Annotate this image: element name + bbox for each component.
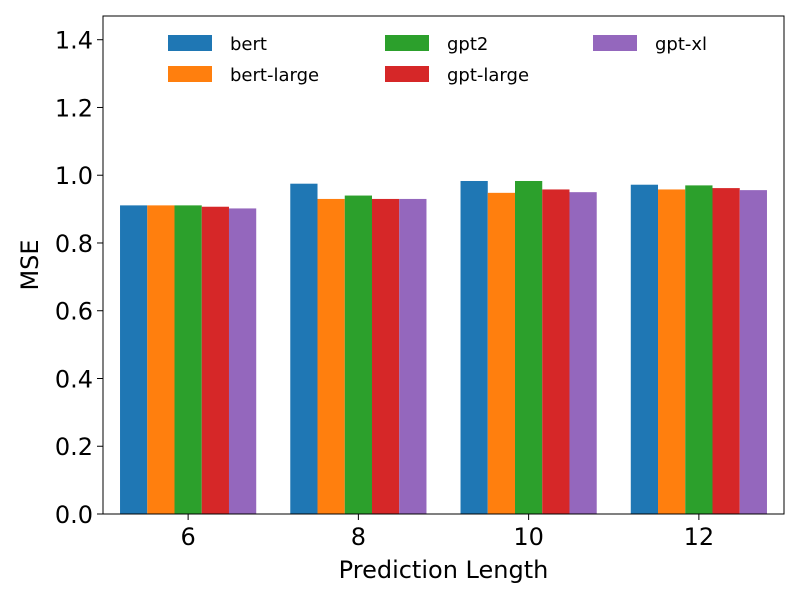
- x-axis-label: Prediction Length: [339, 556, 549, 584]
- bar-gpt-large-6: [201, 206, 229, 515]
- x-tick-labels: 6 8 10 12: [180, 523, 714, 551]
- x-tick-label: 12: [684, 523, 715, 551]
- bar-bert-large-10: [487, 192, 516, 514]
- bar-gpt2-10: [515, 180, 543, 514]
- bar-gpt2-6: [174, 205, 202, 515]
- y-tick-labels: 0.0 0.2 0.4 0.6 0.8 1.0 1.2 1.4: [55, 27, 93, 529]
- bar-bert-6: [120, 205, 148, 515]
- legend-label-gpt-large: gpt-large: [447, 65, 529, 86]
- bar-gpt-large-10: [542, 189, 570, 514]
- legend-swatch-bert: [168, 35, 212, 51]
- bar-bert-10: [460, 180, 488, 514]
- bar-bert-8: [290, 183, 318, 514]
- legend-label-gpt2: gpt2: [447, 34, 488, 55]
- legend-label-bert-large: bert-large: [230, 65, 319, 86]
- bar-gpt-xl-10: [569, 192, 597, 514]
- plot-frame: [102, 15, 785, 515]
- y-axis-label: MSE: [16, 239, 44, 290]
- legend-label-bert: bert: [230, 34, 267, 55]
- y-tick-label: 1.0: [55, 162, 93, 190]
- x-tick-label: 10: [513, 523, 544, 551]
- legend-swatch-gpt-xl: [593, 35, 637, 51]
- y-tick-marks: [97, 39, 103, 515]
- bar-bert-large-8: [317, 198, 345, 514]
- bar-bert-large-6: [147, 205, 175, 515]
- y-tick-label: 0.8: [55, 230, 93, 258]
- legend: bert bert-large gpt2 gpt-large gpt-xl: [168, 34, 707, 86]
- y-tick-label: 1.2: [55, 94, 93, 122]
- x-tick-label: 6: [180, 523, 195, 551]
- bar-gpt-xl-8: [399, 198, 427, 514]
- legend-swatch-gpt-large: [385, 66, 429, 82]
- legend-swatch-gpt2: [385, 35, 429, 51]
- bar-gpt2-12: [685, 185, 713, 514]
- bar-gpt-xl-6: [228, 208, 257, 514]
- legend-swatch-bert-large: [168, 66, 212, 82]
- bar-gpt-xl-12: [739, 190, 767, 514]
- x-tick-marks: [187, 514, 700, 520]
- y-tick-label: 0.2: [55, 433, 93, 461]
- bar-gpt2-8: [344, 195, 372, 514]
- bar-gpt-large-8: [371, 198, 400, 514]
- bar-bert-12: [630, 184, 659, 514]
- legend-label-gpt-xl: gpt-xl: [655, 34, 707, 55]
- y-tick-label: 0.6: [55, 298, 93, 326]
- x-tick-label: 8: [351, 523, 366, 551]
- y-tick-label: 0.0: [55, 501, 93, 529]
- y-tick-label: 0.4: [55, 365, 93, 393]
- bar-gpt-large-12: [712, 188, 740, 514]
- bar-bert-large-12: [658, 189, 686, 514]
- y-tick-label: 1.4: [55, 27, 93, 55]
- bars-group: [120, 180, 767, 515]
